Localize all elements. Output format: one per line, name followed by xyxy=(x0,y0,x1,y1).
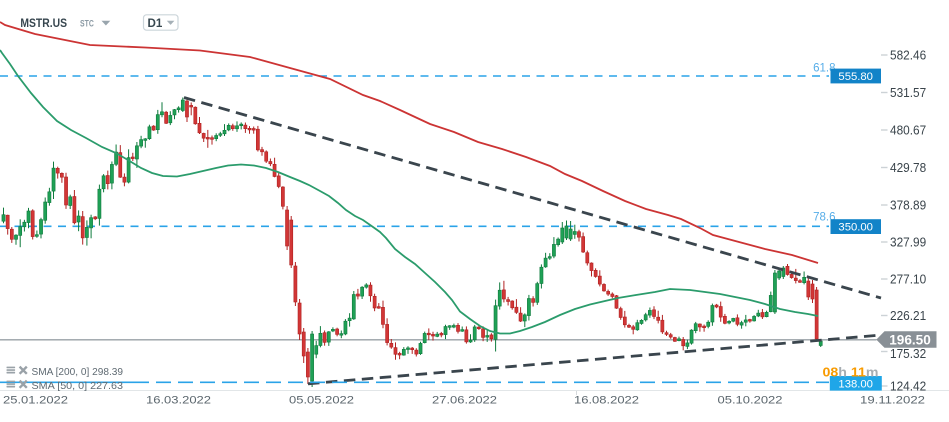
svg-text:350.00: 350.00 xyxy=(838,222,873,234)
svg-text:27.06.2022: 27.06.2022 xyxy=(432,394,497,406)
svg-text:SMA [50, 0] 227.63: SMA [50, 0] 227.63 xyxy=(32,381,124,392)
svg-text:327.99: 327.99 xyxy=(890,235,926,249)
svg-text:582.46: 582.46 xyxy=(890,48,926,62)
svg-text:78.6: 78.6 xyxy=(813,212,835,224)
svg-text:MSTR.US: MSTR.US xyxy=(20,16,67,30)
svg-text:25.01.2022: 25.01.2022 xyxy=(3,394,68,406)
svg-text:61.8: 61.8 xyxy=(813,63,835,75)
svg-text:19.11.2022: 19.11.2022 xyxy=(860,394,925,406)
svg-text:16.08.2022: 16.08.2022 xyxy=(574,394,639,406)
svg-text:05.05.2022: 05.05.2022 xyxy=(289,394,354,406)
svg-text:429.78: 429.78 xyxy=(890,161,926,175)
svg-text:196.50: 196.50 xyxy=(889,333,931,348)
svg-text:STC: STC xyxy=(80,18,94,28)
svg-text:480.67: 480.67 xyxy=(890,123,926,137)
svg-text:277.10: 277.10 xyxy=(890,272,926,286)
svg-text:175.32: 175.32 xyxy=(890,347,926,361)
svg-text:531.57: 531.57 xyxy=(890,86,926,100)
svg-text:SMA [200, 0] 298.39: SMA [200, 0] 298.39 xyxy=(32,367,124,378)
svg-text:226.21: 226.21 xyxy=(890,309,926,323)
svg-text:378.89: 378.89 xyxy=(890,198,926,212)
svg-text:124.42: 124.42 xyxy=(890,379,926,393)
svg-text:555.80: 555.80 xyxy=(838,71,873,83)
svg-text:16.03.2022: 16.03.2022 xyxy=(146,394,211,406)
svg-text:138.00: 138.00 xyxy=(838,378,873,390)
svg-text:D1: D1 xyxy=(148,17,163,30)
svg-text:05.10.2022: 05.10.2022 xyxy=(718,394,783,406)
svg-text:08h 11m: 08 h 11 m xyxy=(823,365,879,379)
